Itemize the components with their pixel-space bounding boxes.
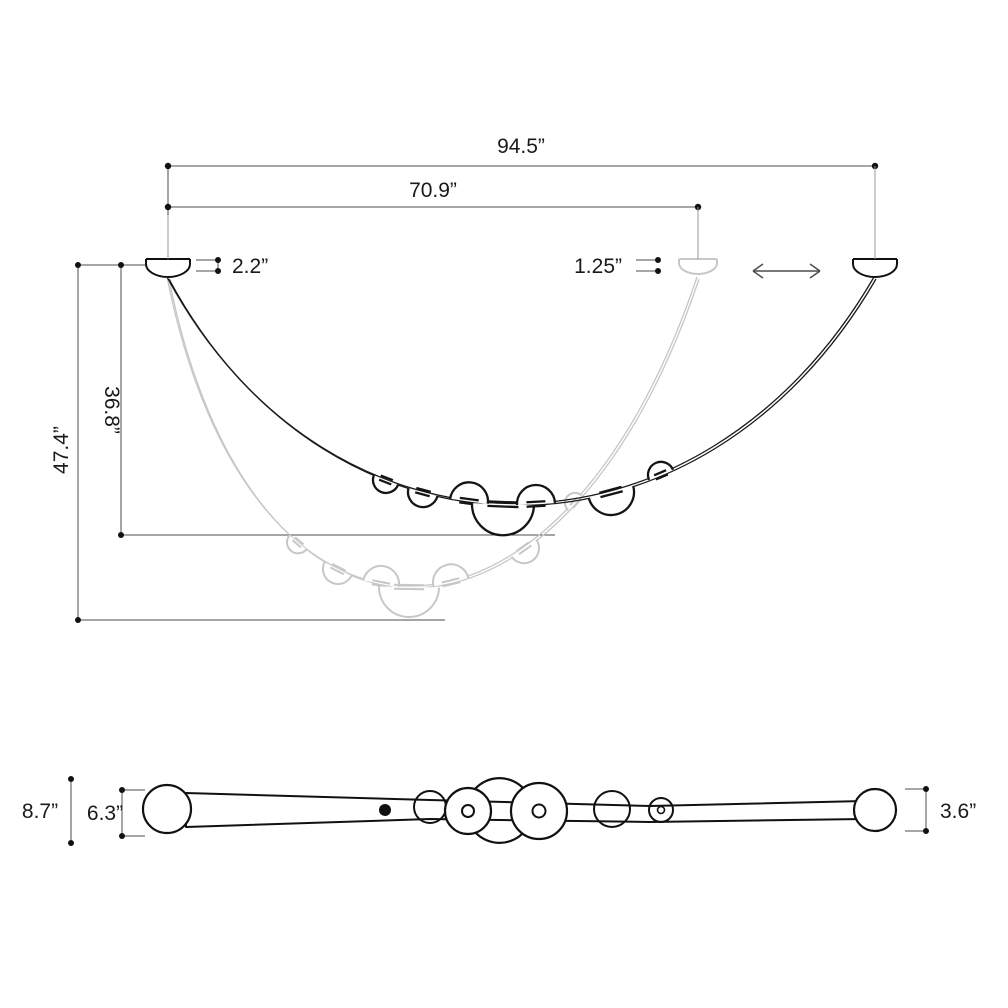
svg-text:94.5”: 94.5” bbox=[497, 135, 545, 158]
svg-text:6.3”: 6.3” bbox=[87, 802, 123, 825]
svg-text:8.7”: 8.7” bbox=[22, 800, 58, 823]
svg-text:70.9”: 70.9” bbox=[409, 179, 457, 202]
svg-text:36.8”: 36.8” bbox=[100, 386, 123, 434]
svg-text:2.2”: 2.2” bbox=[232, 255, 268, 278]
svg-text:47.4”: 47.4” bbox=[50, 426, 73, 474]
svg-text:3.6”: 3.6” bbox=[940, 800, 976, 823]
svg-text:1.25”: 1.25” bbox=[574, 255, 622, 278]
